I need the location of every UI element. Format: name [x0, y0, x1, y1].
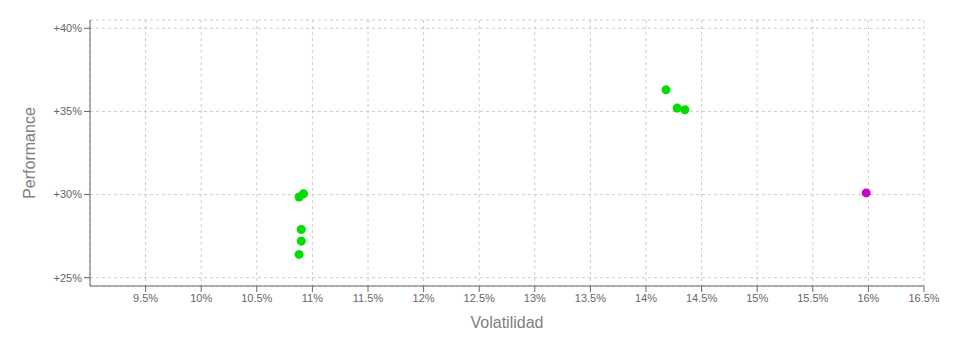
svg-text:13%: 13% — [524, 292, 546, 304]
svg-text:10.5%: 10.5% — [241, 292, 272, 304]
svg-text:12%: 12% — [413, 292, 435, 304]
svg-text:Performance: Performance — [21, 107, 38, 199]
svg-text:+25%: +25% — [54, 272, 83, 284]
svg-text:+30%: +30% — [54, 188, 83, 200]
svg-text:+40%: +40% — [54, 22, 83, 34]
svg-text:15.5%: 15.5% — [797, 292, 828, 304]
svg-text:12.5%: 12.5% — [464, 292, 495, 304]
svg-text:16.5%: 16.5% — [908, 292, 939, 304]
svg-text:+35%: +35% — [54, 105, 83, 117]
svg-text:10%: 10% — [190, 292, 212, 304]
svg-text:15%: 15% — [746, 292, 768, 304]
svg-text:9.5%: 9.5% — [133, 292, 158, 304]
svg-text:14%: 14% — [635, 292, 657, 304]
svg-text:11%: 11% — [302, 292, 323, 304]
svg-text:16%: 16% — [857, 292, 879, 304]
svg-text:14.5%: 14.5% — [686, 292, 717, 304]
svg-text:Volatilidad: Volatilidad — [471, 314, 544, 331]
svg-text:11.5%: 11.5% — [353, 292, 384, 304]
svg-text:13.5%: 13.5% — [575, 292, 606, 304]
